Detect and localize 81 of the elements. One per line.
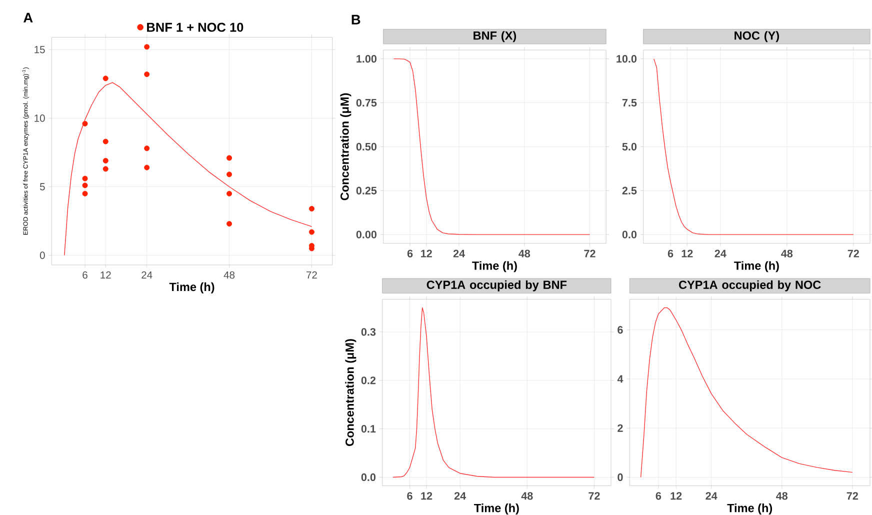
- x-tick-label: 24: [453, 250, 465, 258]
- y-axis-title: Concentration (μM): [340, 93, 352, 200]
- y-tick-label: 0.50: [356, 142, 376, 150]
- y-tick-label: 0: [40, 252, 45, 259]
- x-tick-label: 72: [584, 250, 596, 258]
- point: [226, 190, 232, 196]
- y-tick-label: 0.75: [356, 98, 377, 107]
- y-tick-label: 0.00: [356, 230, 376, 238]
- x-tick-label: 72: [846, 492, 858, 500]
- y-tick-label: 4: [617, 375, 624, 383]
- x-tick-label: 6: [407, 492, 412, 500]
- y-tick-label: 15: [34, 46, 45, 54]
- text: B: [352, 14, 360, 24]
- y-tick-label: 0.0: [622, 230, 637, 238]
- x-tick-label: 72: [588, 492, 600, 500]
- x-axis-title: Time (h): [472, 261, 517, 272]
- y-tick-label: 0.1: [361, 424, 376, 433]
- x-tick-label: 12: [421, 492, 432, 500]
- x-tick-label: 72: [848, 250, 859, 258]
- x-tick-label: 12: [100, 271, 111, 278]
- chart-title: BNF (X): [474, 31, 516, 42]
- y-tick-label: 0.25: [356, 186, 377, 194]
- line-series: [392, 307, 595, 478]
- point: [226, 172, 232, 178]
- y-tick-label: 0.2: [361, 376, 376, 384]
- line-series: [64, 82, 312, 256]
- chart-title: CYP1A occupied by BNF: [426, 280, 567, 292]
- x-axis-title: Time (h): [169, 282, 214, 294]
- x-tick-label: 48: [776, 492, 788, 500]
- x-tick-label: 48: [224, 271, 235, 279]
- y-tick-label: 5: [40, 183, 45, 190]
- line-series: [640, 307, 853, 478]
- chart-title: CYP1A occupied by NOC: [679, 280, 821, 292]
- text: A: [24, 12, 33, 22]
- point: [102, 76, 108, 82]
- point: [144, 44, 150, 50]
- chart-title: NOC (Y): [734, 31, 780, 42]
- x-tick-label: 12: [421, 250, 432, 258]
- x-axis-title: Time (h): [734, 261, 779, 272]
- x-tick-label: 24: [706, 492, 718, 500]
- x-tick-label: 6: [407, 250, 413, 258]
- point: [102, 158, 108, 164]
- y-tick-label: 7.5: [622, 98, 637, 106]
- x-tick-label: 72: [306, 271, 317, 278]
- point: [308, 229, 314, 235]
- point: [226, 155, 232, 161]
- point: [82, 176, 88, 182]
- x-tick-label: 24: [454, 492, 466, 500]
- x-tick-label: 12: [670, 492, 682, 500]
- y-tick-label: 2: [618, 424, 623, 432]
- point: [82, 190, 88, 196]
- x-tick-label: 6: [82, 271, 88, 279]
- x-axis-title: Time (h): [474, 503, 519, 514]
- x-tick-label: 12: [682, 250, 693, 258]
- x-tick-label: 48: [521, 492, 533, 500]
- x-tick-label: 24: [714, 250, 726, 258]
- y-tick-label: 0.3: [361, 328, 376, 336]
- x-tick-label: 24: [142, 271, 152, 278]
- y-tick-label: 5.0: [622, 142, 637, 150]
- point: [144, 164, 150, 170]
- y-tick-label: 6: [618, 326, 623, 334]
- x-axis-title: Time (h): [727, 503, 772, 514]
- x-tick-label: 6: [656, 492, 662, 500]
- point: [226, 220, 232, 226]
- y-tick-label: 0: [618, 473, 623, 481]
- point: [308, 206, 314, 212]
- point: [82, 182, 88, 188]
- y-axis-title: Concentration (μM): [345, 339, 356, 446]
- x-tick-label: 48: [518, 250, 530, 258]
- point: [102, 166, 108, 172]
- x-tick-label: 6: [668, 250, 674, 258]
- point: [144, 146, 150, 152]
- y-tick-label: 10: [34, 114, 45, 122]
- y-tick-label: 1.00: [356, 54, 376, 63]
- point: [102, 138, 108, 144]
- point: [144, 72, 150, 77]
- y-tick-label: 0.0: [361, 473, 376, 481]
- y-tick-label: 2.5: [622, 186, 637, 194]
- y-tick-label: 10.0: [616, 54, 637, 63]
- series-label: BNF 1 + NOC 10: [147, 22, 244, 32]
- x-tick-label: 48: [781, 250, 793, 258]
